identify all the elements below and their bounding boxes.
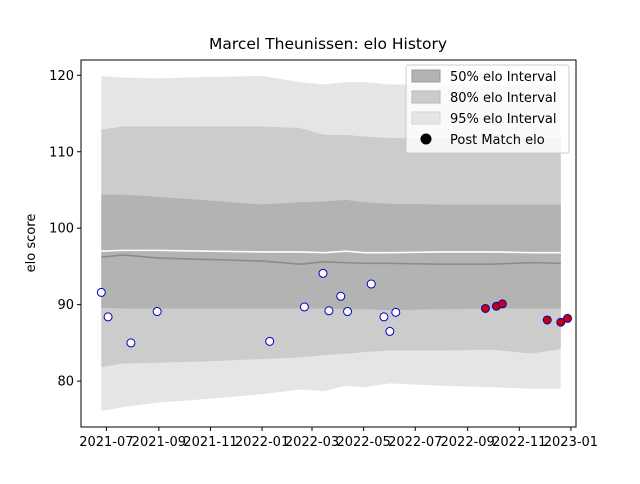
x-tick-label: 2022-07 xyxy=(388,435,442,450)
post-match-point xyxy=(343,307,353,317)
legend-swatch-80 xyxy=(411,90,441,104)
x-tick-label: 2022-03 xyxy=(285,435,339,450)
legend-label-50: 50% elo Interval xyxy=(450,70,557,85)
legend-swatch-95 xyxy=(411,111,441,125)
post-match-point xyxy=(379,312,389,322)
axes: 80901001101202021-072021-092021-112022-0… xyxy=(49,59,598,450)
post-match-point xyxy=(480,303,490,313)
y-axis-label: elo score xyxy=(24,214,39,273)
legend-label-post-match: Post Match elo xyxy=(450,133,545,148)
x-tick-label: 2021-09 xyxy=(132,435,186,450)
post-match-point xyxy=(391,307,401,317)
y-tick-label: 110 xyxy=(49,145,74,160)
post-match-point xyxy=(366,279,376,289)
legend-label-95: 95% elo Interval xyxy=(450,112,557,127)
chart-title: Marcel Theunissen: elo History xyxy=(209,35,447,53)
post-match-point xyxy=(299,302,309,312)
post-match-point xyxy=(336,291,346,301)
post-match-point xyxy=(96,287,106,297)
plot-area xyxy=(96,76,573,411)
post-match-point xyxy=(542,315,552,325)
post-match-point xyxy=(265,336,275,346)
post-match-point xyxy=(556,317,566,327)
legend-marker-post-match xyxy=(420,133,432,145)
mean-elo-line xyxy=(101,249,561,254)
axes-frame xyxy=(80,59,577,428)
x-tick-label: 2022-05 xyxy=(336,435,390,450)
y-tick-label: 80 xyxy=(57,375,74,390)
post-match-point xyxy=(103,312,113,322)
legend-frame xyxy=(405,64,570,154)
post-match-point xyxy=(497,299,507,309)
post-match-point xyxy=(318,268,328,278)
x-tick-label: 2022-09 xyxy=(441,435,495,450)
x-tick-label: 2021-11 xyxy=(183,435,237,450)
y-tick-label: 90 xyxy=(57,298,74,313)
x-tick-label: 2021-07 xyxy=(79,435,133,450)
y-tick-label: 100 xyxy=(49,222,74,237)
post-match-point xyxy=(385,326,395,336)
post-match-point xyxy=(324,306,334,316)
x-tick-label: 2022-11 xyxy=(492,435,546,450)
post-match-point xyxy=(152,307,162,317)
post-match-point xyxy=(563,313,573,323)
x-tick-label: 2022-01 xyxy=(235,435,289,450)
legend: 50% elo Interval 80% elo Interval 95% el… xyxy=(405,64,570,154)
x-tick-label: 2023-01 xyxy=(544,435,598,450)
median-elo-line xyxy=(101,254,561,265)
legend-label-80: 80% elo Interval xyxy=(450,91,557,106)
y-tick-label: 120 xyxy=(49,69,74,84)
post-match-point xyxy=(126,338,136,348)
legend-swatch-50 xyxy=(411,69,441,83)
